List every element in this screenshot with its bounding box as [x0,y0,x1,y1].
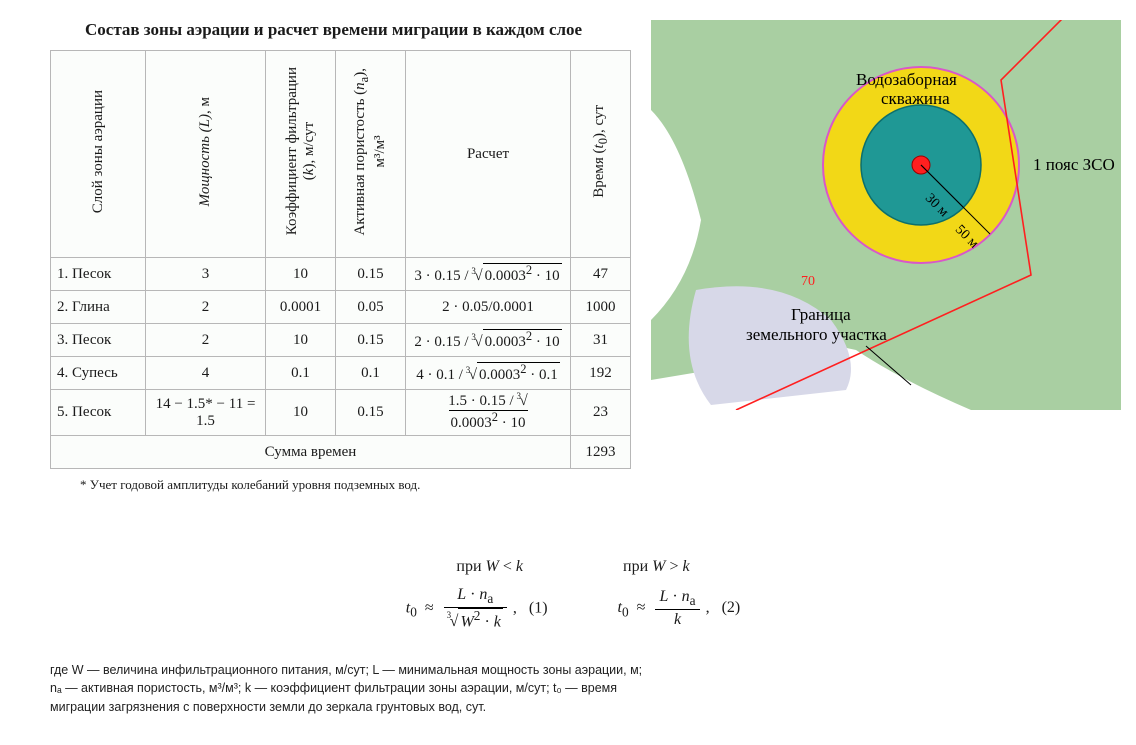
cell-k: 10 [266,324,336,357]
cell-n: 0.1 [336,357,406,390]
well-label-1: Водозаборная [856,70,957,89]
cell-layer: 1. Песок [51,258,146,291]
cell-n: 0.05 [336,291,406,324]
cell-calc: 1.5 · 0.15 / √0.00032 · 10 [406,390,571,436]
cell-layer: 3. Песок [51,324,146,357]
table-row: 2. Глина20.00010.052 · 0.05/0.00011000 [51,291,631,324]
table-row: 1. Песок3100.153 · 0.15 / √0.00032 · 104… [51,258,631,291]
cell-k: 0.0001 [266,291,336,324]
cell-L: 2 [146,291,266,324]
num-70: 70 [801,274,815,289]
page-title: Состав зоны аэрации и расчет времени миг… [85,20,631,40]
cell-k: 10 [266,390,336,436]
formulas-block: при W < k при W > k t0 ≈ L · na √W2 · k … [50,558,1096,631]
formula-2: t0 ≈ L · na k , (2) [618,588,741,629]
cell-t: 47 [571,258,631,291]
table-row: 3. Песок2100.152 · 0.15 / √0.00032 · 103… [51,324,631,357]
aeration-table: Слой зоны аэрации Мощность (L), м Коэффи… [50,50,631,469]
cell-t: 192 [571,357,631,390]
cell-L: 14 − 1.5* − 11 = 1.5 [146,390,266,436]
col-thickness: Мощность (L), м [146,51,266,258]
boundary-label-1: Граница [791,305,851,324]
col-calc: Расчет [406,51,571,258]
cell-k: 10 [266,258,336,291]
cell-L: 2 [146,324,266,357]
cell-t: 31 [571,324,631,357]
col-porosity: Активная пористость (na),м³/м³ [336,51,406,258]
col-time: Время (t0), сут [571,51,631,258]
cell-L: 4 [146,357,266,390]
cell-t: 1000 [571,291,631,324]
cell-layer: 2. Глина [51,291,146,324]
footnote: * Учет годовой амплитуды колебаний уровн… [80,477,631,493]
cell-calc: 2 · 0.15 / √0.00032 · 10 [406,324,571,357]
zone1-label: 1 пояс ЗСО [1033,155,1115,174]
cell-n: 0.15 [336,258,406,291]
table-row: 5. Песок14 − 1.5* − 11 = 1.5100.151.5 · … [51,390,631,436]
sum-value: 1293 [571,436,631,469]
col-layer: Слой зоны аэрации [51,51,146,258]
table-row: 4. Супесь40.10.14 · 0.1 / √0.00032 · 0.1… [51,357,631,390]
col-filtration: Коэффициент фильтрации(k), м/сут [266,51,336,258]
cell-calc: 3 · 0.15 / √0.00032 · 10 [406,258,571,291]
cell-L: 3 [146,258,266,291]
cond-2: при W > k [623,558,690,576]
cell-calc: 2 · 0.05/0.0001 [406,291,571,324]
cond-1: при W < k [456,558,523,576]
cell-k: 0.1 [266,357,336,390]
cell-t: 23 [571,390,631,436]
cell-n: 0.15 [336,390,406,436]
legend-text: где W — величина инфильтрационного питан… [50,661,1096,715]
boundary-label-2: земельного участка [746,325,887,344]
cell-n: 0.15 [336,324,406,357]
formula-1: t0 ≈ L · na √W2 · k , (1) [406,586,548,631]
well-label-2: скважина [881,89,950,108]
cell-layer: 5. Песок [51,390,146,436]
cell-calc: 4 · 0.1 / √0.00032 · 0.1 [406,357,571,390]
zso-map: 30 м 50 м Водозаборная скважина 1 пояс З… [651,20,1121,410]
cell-layer: 4. Супесь [51,357,146,390]
sum-label: Сумма времен [51,436,571,469]
